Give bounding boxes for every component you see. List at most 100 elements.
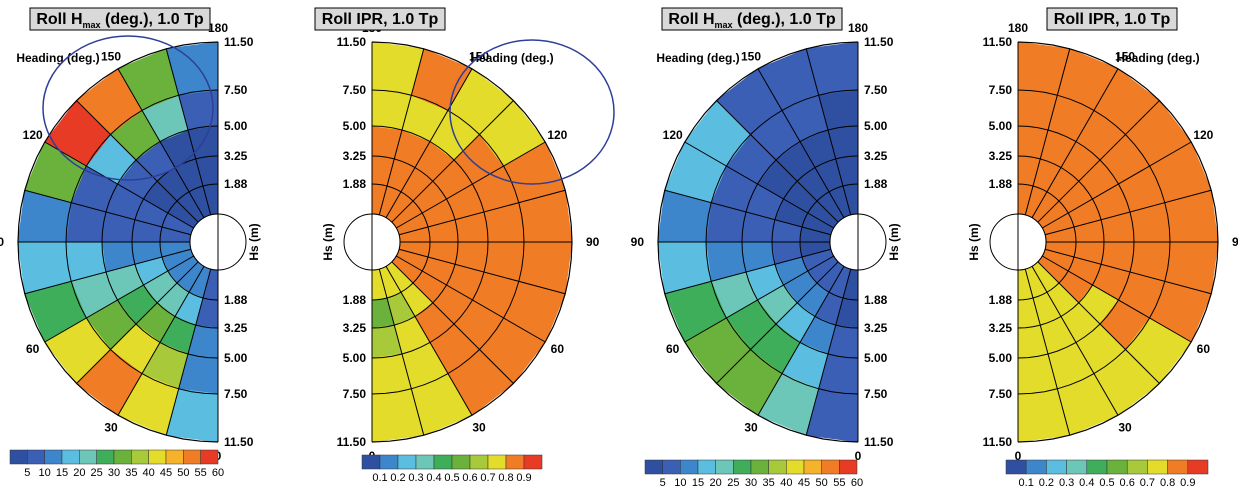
hs-tick-label-bottom: 3.25 (989, 321, 1013, 335)
heading-tick-label: 90 (586, 235, 600, 249)
colorbar-label: 10 (674, 477, 686, 489)
heading-tick-label: 180 (1008, 21, 1028, 35)
radial-gridline (76, 261, 199, 384)
colorbar-swatch (44, 449, 63, 465)
hs-tick-label-bottom: 5.00 (864, 351, 888, 365)
hs-tick-label-top: 1.88 (343, 177, 367, 191)
colorbar-swatch (1167, 459, 1189, 475)
colorbar-label: 40 (780, 477, 792, 489)
heading-tick-label: 120 (23, 128, 43, 142)
colorbar-swatch (200, 449, 219, 465)
hs-tick-label-top: 7.50 (864, 83, 888, 97)
radial-gridline (716, 261, 839, 384)
colorbar-label: 0.3 (1059, 477, 1074, 489)
radial-gridline (805, 48, 852, 216)
heading-tick-label: 0 (1015, 449, 1022, 463)
chart-title: Roll IPR, 1.0 Tp (322, 11, 439, 28)
colorbar-swatch (821, 459, 840, 475)
heading-tick-label: 60 (551, 342, 565, 356)
polar-chart-1: 03060901201501801.881.883.253.255.005.00… (0, 7, 261, 479)
colorbar-swatch (644, 459, 663, 475)
colorbar-label: 55 (833, 477, 845, 489)
hs-tick-label-bottom: 11.50 (864, 435, 894, 449)
radial-gridline (1037, 261, 1160, 384)
heading-tick-label: 60 (26, 342, 40, 356)
colorbar-swatch (1147, 459, 1168, 475)
colorbar-label: 45 (160, 467, 172, 479)
highlight-ellipse (449, 39, 615, 185)
colorbar-swatch (803, 459, 822, 475)
hs-tick-label-top: 11.50 (983, 35, 1013, 49)
colorbar-label: 0.2 (1039, 477, 1054, 489)
hs-tick-label-top: 1.88 (864, 177, 888, 191)
hs-tick-label-top: 3.25 (343, 149, 367, 163)
colorbar-label: 25 (91, 467, 103, 479)
colorbar-label: 0.1 (1019, 477, 1034, 489)
radial-gridline (684, 141, 835, 229)
colorbar-swatch (183, 449, 201, 465)
hs-tick-label-top: 3.25 (224, 149, 248, 163)
colorbar-swatch (1025, 459, 1047, 475)
heading-tick-label: 90 (631, 235, 645, 249)
colorbar-label: 60 (212, 467, 224, 479)
ring-gridline (705, 89, 859, 395)
radial-gridline (395, 255, 546, 343)
radial-gridline (391, 261, 514, 384)
colorbar-label: 0.9 (1180, 477, 1195, 489)
heading-tick-label: 30 (472, 420, 486, 434)
colorbar-label: 0.6 (462, 472, 477, 484)
colorbar-swatch (487, 454, 507, 470)
ring-gridline (1017, 41, 1219, 443)
colorbar-label: 0.5 (444, 472, 459, 484)
heading-tick-label: 30 (104, 420, 118, 434)
colorbar-swatch (113, 449, 132, 465)
hs-axis-label: Hs (m) (321, 223, 335, 260)
radial-gridline (117, 265, 205, 416)
radial-gridline (1037, 100, 1160, 223)
colorbar-swatch (750, 459, 769, 475)
colorbar-swatch (733, 459, 752, 475)
radial-gridline (1041, 141, 1192, 229)
ring-gridline (771, 155, 859, 329)
radial-gridline (398, 248, 566, 295)
hs-tick-label-top: 3.25 (989, 149, 1013, 163)
ring-gridline (741, 125, 859, 359)
colorbar: 0.1 0.2 0.3 0.4 0.5 0.6 0.7 0.8 0.9 (1005, 459, 1209, 489)
colorbar-swatch (1046, 459, 1067, 475)
hs-tick-label-top: 11.50 (864, 35, 894, 49)
colorbar-swatch (415, 454, 435, 470)
heading-tick-label: 90 (0, 235, 4, 249)
radial-gridline (398, 189, 566, 236)
colorbar-label: 50 (816, 477, 828, 489)
colorbar-swatch (96, 449, 115, 465)
colorbar: 5 10 15 20 25 30 35 40 45 50 55 60 (9, 449, 224, 479)
colorbar-swatch (27, 449, 45, 465)
colorbar-label: 0.6 (1120, 477, 1135, 489)
heading-axis-label: Heading (deg.) (470, 51, 553, 65)
radial-gridline (165, 268, 212, 436)
hs-tick-label-top: 11.50 (224, 35, 254, 49)
radial-gridline (24, 189, 192, 236)
colorbar: 0.1 0.2 0.3 0.4 0.5 0.6 0.7 0.8 0.9 (361, 454, 543, 484)
colorbar-label: 30 (745, 477, 757, 489)
colorbar-swatch (662, 459, 681, 475)
colorbar: 5 10 15 20 25 30 35 40 45 50 55 60 (644, 459, 863, 489)
hs-tick-label-top: 5.00 (989, 119, 1013, 133)
colorbar-swatch (131, 449, 149, 465)
colorbar-swatch (379, 454, 399, 470)
heading-tick-label: 180 (848, 21, 868, 35)
colorbar-swatch (1126, 459, 1148, 475)
heading-tick-label: 120 (663, 128, 683, 142)
radial-gridline (117, 68, 205, 219)
colorbar-label: 35 (763, 477, 775, 489)
hs-tick-label-top: 7.50 (343, 83, 367, 97)
ring-gridline (1017, 183, 1077, 301)
colorbar-label: 30 (108, 467, 120, 479)
colorbar-swatch (1187, 459, 1209, 475)
ring-gridline (657, 41, 859, 443)
heading-tick-label: 120 (1193, 128, 1213, 142)
radial-gridline (1024, 48, 1071, 216)
heading-axis-label: Heading (deg.) (656, 51, 739, 65)
colorbar-swatch (523, 454, 543, 470)
colorbar-swatch (451, 454, 471, 470)
